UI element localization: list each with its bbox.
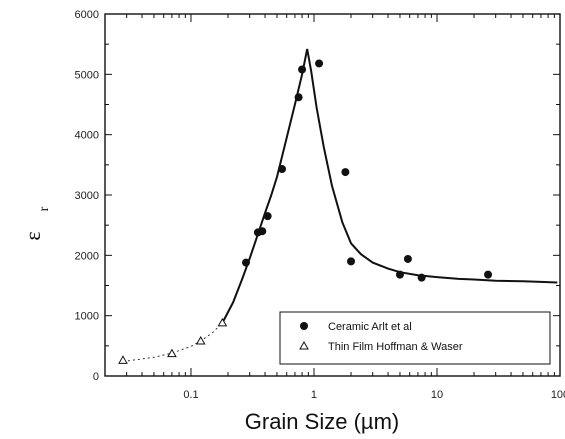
x-tick-label: 0.1 [183,389,198,401]
x-axis-title: Grain Size (µm) [245,409,399,434]
ceramic-point [403,254,412,263]
legend-box [279,311,551,365]
legend-label-ceramic: Ceramic Arlt et al [328,321,412,333]
ceramic-point [347,257,356,266]
ceramic-point [263,212,272,221]
x-tick-label: 10 [431,389,443,401]
y-tick-label: 1000 [75,311,99,323]
thin-film-point [118,355,128,364]
ceramic-point [395,270,404,279]
ceramic-point [315,59,324,68]
thin-film-point [195,335,206,345]
y-tick-label: 2000 [75,250,99,262]
x-axis: 0.1 1 10 100 [104,14,565,401]
ceramic-point [241,258,250,267]
legend-marker-ceramic [300,322,308,330]
thin-film-point [167,348,177,358]
y-axis-title-subscript: r [37,206,52,211]
ceramic-point [341,168,350,177]
data-points [118,59,493,364]
legend-label-thin-film: Thin Film Hoffman & Waser [328,341,463,353]
y-tick-label: 6000 [75,9,99,21]
ceramic-point [484,270,493,279]
ceramic-point [298,65,307,74]
ceramic-point [294,93,303,102]
x-tick-label: 1 [311,389,317,401]
thin-film-dotted-curve [122,322,223,362]
y-tick-label: 3000 [75,190,99,202]
y-axis-title: ε [20,231,45,240]
y-tick-label: 5000 [75,69,99,81]
y-tick-label: 0 [93,371,99,383]
y-tick-label: 4000 [75,130,99,142]
legend-marker-thin-film [299,340,309,350]
ceramic-point [258,227,267,236]
plot-frame [104,13,561,377]
ceramic-point [278,165,287,174]
ceramic-point [417,273,426,282]
y-axis: 0 1000 2000 3000 4000 5000 6000 [75,9,560,383]
thin-film-point [217,317,228,327]
x-tick-label: 100 [551,389,565,401]
fit-curve [221,48,558,324]
legend: Ceramic Arlt et al Thin Film Hoffman & W… [279,311,551,365]
